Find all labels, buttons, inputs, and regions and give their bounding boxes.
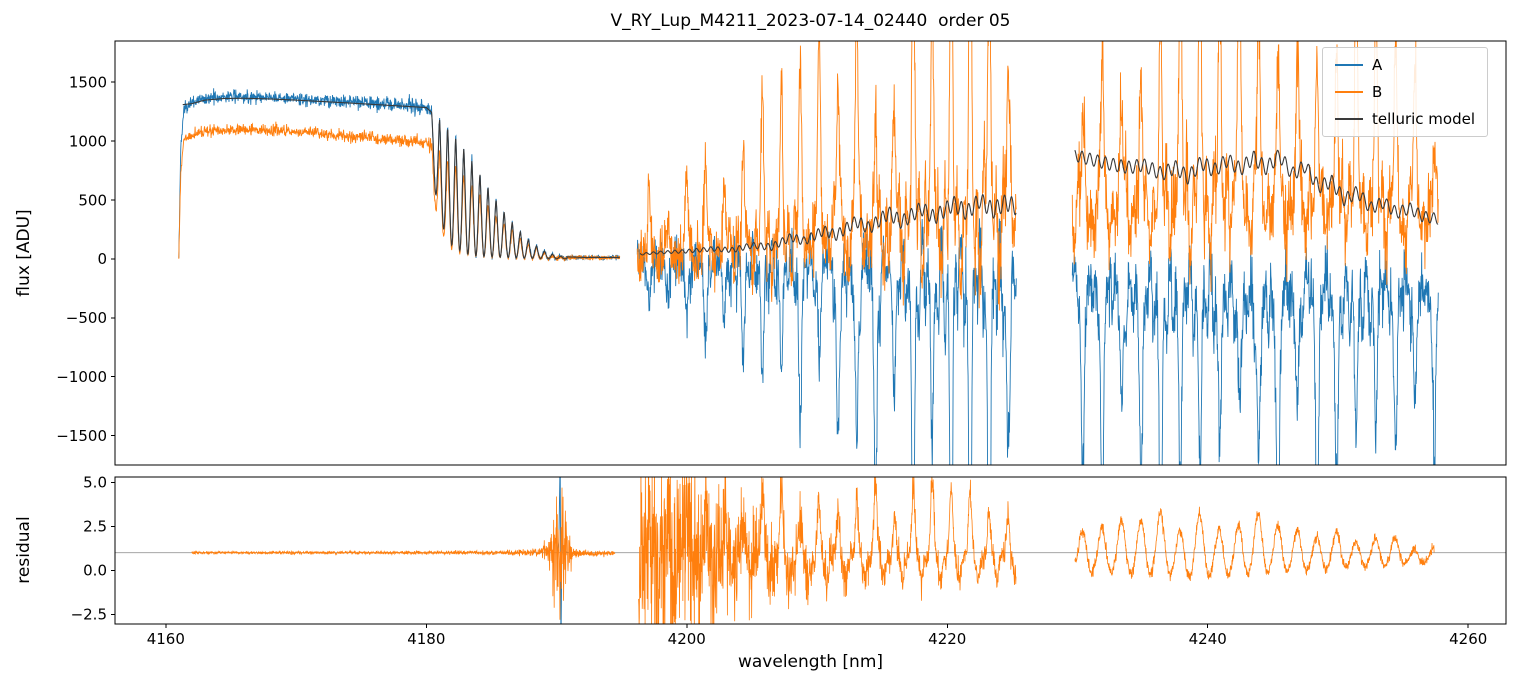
legend: A B telluric model	[1322, 47, 1489, 137]
legend-entry-b: B	[1335, 83, 1475, 101]
bottom-axes-series	[115, 477, 1506, 624]
bottom-y-tick-label: −2.5	[71, 606, 107, 624]
top-axes-frame	[114, 40, 1507, 466]
top-y-tick-label: −1500	[56, 427, 107, 445]
legend-label-telluric-model: telluric model	[1372, 110, 1476, 128]
top-y-tick-label: 1500	[69, 73, 107, 91]
bottom-axes-frame	[114, 476, 1507, 625]
top-y-tick-label: 1000	[69, 132, 107, 150]
series-telluric-model-segment-2	[1074, 149, 1439, 225]
series-telluric-model-segment-1	[639, 194, 1017, 256]
legend-label-b: B	[1372, 83, 1383, 101]
bottom-y-tick-label: 5.0	[83, 474, 107, 492]
x-axis-label: wavelength [nm]	[737, 652, 884, 672]
series-B-segment-1	[636, 41, 1017, 311]
top-y-tick-label: −500	[66, 309, 107, 327]
series-B-segment-0	[178, 121, 621, 262]
x-tick-label: 4160	[147, 630, 185, 648]
x-tick-label: 4200	[668, 630, 706, 648]
series-A-segment-2	[1071, 236, 1439, 465]
top-y-tick-label: 0	[97, 250, 107, 268]
bottom-y-tick-label: 0.0	[83, 562, 107, 580]
y-axis-label-residual: residual	[14, 516, 34, 584]
legend-line-sample-b	[1335, 91, 1363, 93]
residual-B-segment-1	[638, 477, 1017, 624]
residual-B-segment-0	[191, 487, 616, 620]
legend-line-sample-telluric-model	[1335, 118, 1363, 120]
legend-label-a: A	[1372, 56, 1383, 74]
x-tick-label: 4240	[1189, 630, 1227, 648]
legend-entry-a: A	[1335, 56, 1475, 74]
series-A-segment-0	[178, 88, 621, 262]
series-telluric-model-segment-0	[182, 97, 620, 260]
top-y-tick-label: −1000	[56, 368, 107, 386]
bottom-y-tick-label: 2.5	[83, 518, 107, 536]
top-axes-series	[178, 41, 1439, 465]
residual-B-segment-2	[1074, 506, 1435, 582]
legend-line-sample-a	[1335, 64, 1363, 66]
x-tick-label: 4260	[1449, 630, 1487, 648]
legend-entry-telluric-model: telluric model	[1335, 110, 1475, 128]
chart-title: V_RY_Lup_M4211_2023-07-14_02440 order 05	[610, 11, 1011, 31]
x-tick-label: 4180	[407, 630, 445, 648]
series-B-segment-2	[1071, 41, 1439, 292]
series-A-segment-1	[636, 218, 1017, 465]
top-y-tick-label: 500	[78, 191, 107, 209]
x-tick-label: 4220	[928, 630, 966, 648]
y-axis-label-flux: flux [ADU]	[14, 209, 34, 297]
